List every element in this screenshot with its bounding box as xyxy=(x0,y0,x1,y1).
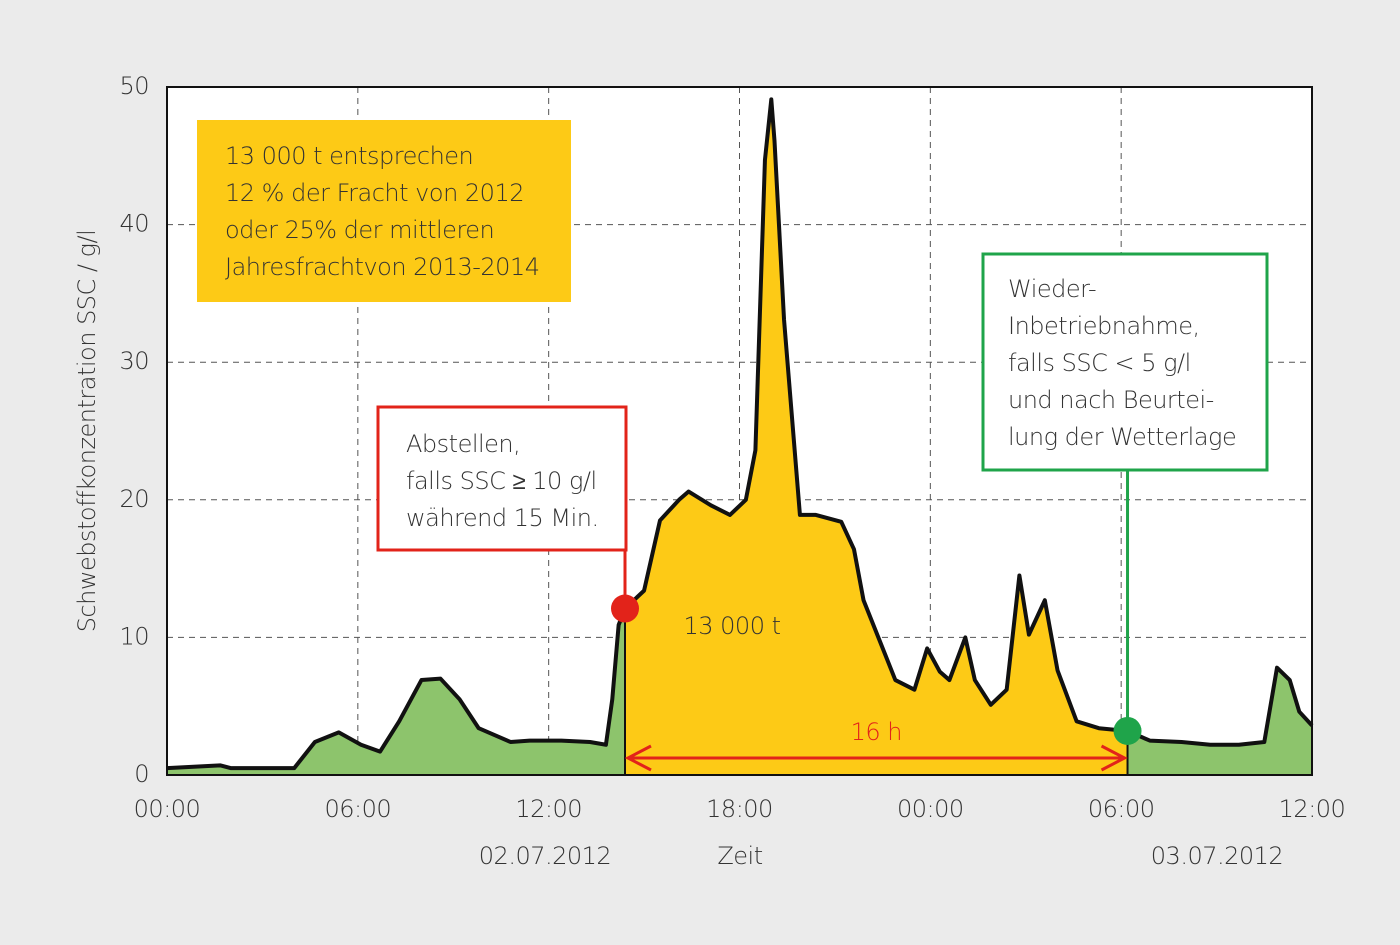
info-text: oder 25% der mittleren xyxy=(225,216,494,244)
x-tick-label: 00:00 xyxy=(897,795,964,823)
x-tick-label: 12:00 xyxy=(515,795,582,823)
annotation-text: falls SSC < 5 g/l xyxy=(1008,349,1191,377)
y-tick-label: 40 xyxy=(119,210,149,238)
x-tick-label: 12:00 xyxy=(1279,795,1346,823)
y-axis-label: Schwebstoffkonzentration SSC / g/l xyxy=(73,230,101,633)
info-text: 12 % der Fracht von 2012 xyxy=(225,179,524,207)
plot-frame xyxy=(166,86,1313,776)
x-tick-label: 06:00 xyxy=(1088,795,1155,823)
annotation-box xyxy=(981,252,1269,472)
x-axis-label: Zeit xyxy=(717,842,762,870)
annotation-text: Inbetriebnahme, xyxy=(1008,312,1200,340)
y-tick-label: 10 xyxy=(119,622,149,650)
area-label: 13 000 t xyxy=(683,612,780,640)
annotation-text: Abstellen, xyxy=(406,430,520,458)
y-tick-label: 30 xyxy=(119,347,149,375)
event-marker xyxy=(611,594,639,623)
event-marker xyxy=(1113,716,1142,745)
annotation-text: falls SSC ≥ 10 g/l xyxy=(406,467,597,495)
annotation-text: lung der Wetterlage xyxy=(1008,423,1236,451)
line xyxy=(166,97,1314,771)
span-label: 16 h xyxy=(851,718,902,746)
x-tick-label: 18:00 xyxy=(706,795,773,823)
info-box xyxy=(197,120,571,302)
date-label: 03.07.2012 xyxy=(1151,842,1283,870)
highlight-fill xyxy=(625,99,1128,775)
info-text: 13 000 t entsprechen xyxy=(225,142,473,170)
annotation-text: Wieder- xyxy=(1008,275,1096,303)
arrow-head xyxy=(624,744,652,772)
date-label: 02.07.2012 xyxy=(479,842,611,870)
annotation-text: und nach Beurtei- xyxy=(1008,386,1214,414)
x-tick-label: 06:00 xyxy=(324,795,391,823)
arrow-head xyxy=(1100,744,1128,772)
y-tick-label: 20 xyxy=(119,485,149,513)
y-tick-label: 0 xyxy=(134,760,149,788)
y-tick-label: 50 xyxy=(119,72,149,100)
info-text: Jahresfrachtvon 2013-2014 xyxy=(225,253,540,281)
x-tick-label: 00:00 xyxy=(134,795,201,823)
annotation-box xyxy=(376,405,628,552)
annotation-text: während 15 Min. xyxy=(406,504,599,532)
